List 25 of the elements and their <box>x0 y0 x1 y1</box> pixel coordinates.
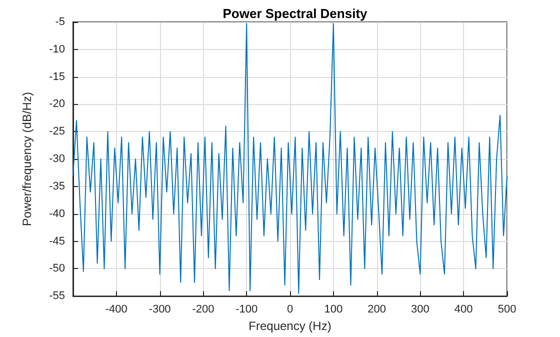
y-tick-label: -55 <box>49 290 65 302</box>
line-series <box>72 23 508 294</box>
y-tick-label: -5 <box>55 16 65 28</box>
y-tick-label: -40 <box>49 208 65 220</box>
y-tick-label: -20 <box>49 98 65 110</box>
y-axis-title: Power/frequency (dB/Hz) <box>20 92 34 226</box>
y-tick-label: -50 <box>49 262 65 275</box>
x-tick-label: -100 <box>236 304 258 316</box>
x-axis-title: Frequency (Hz) <box>248 319 332 333</box>
chart-title: Power Spectral Density <box>222 6 368 21</box>
y-tick-label: -45 <box>49 235 65 248</box>
x-tick-label: 300 <box>411 304 430 316</box>
y-tick-label: -25 <box>49 126 65 138</box>
x-tick-label: -200 <box>192 304 214 316</box>
y-tick-label: -35 <box>49 180 65 192</box>
y-tick-label: -10 <box>49 43 65 56</box>
y-tick-label: -30 <box>49 153 65 166</box>
x-tick-label: 200 <box>368 304 386 316</box>
x-tick-label: -400 <box>105 304 128 316</box>
x-tick-label: -300 <box>148 304 171 316</box>
x-tick-label: 100 <box>324 304 343 316</box>
y-tick-label: -15 <box>49 70 65 83</box>
x-tick-label: 400 <box>454 304 473 316</box>
x-tick-label: 0 <box>286 304 294 316</box>
x-tick-label: 500 <box>498 304 516 316</box>
